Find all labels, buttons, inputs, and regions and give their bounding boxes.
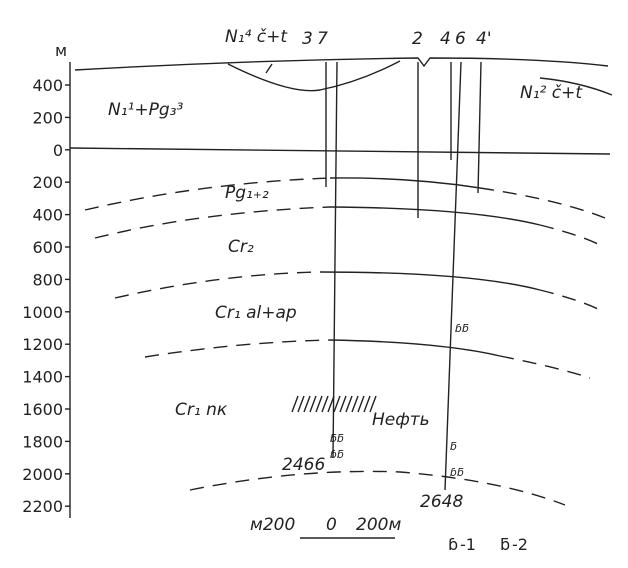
layer-label: N₁¹+Pg₃³ xyxy=(108,100,183,120)
hatch-line xyxy=(297,395,305,413)
legend-label: -1 xyxy=(460,535,476,554)
tick-label: 1600 xyxy=(22,400,63,419)
symbol: ɓƃ xyxy=(450,466,464,479)
horizon xyxy=(94,206,331,239)
hatch-line xyxy=(327,395,335,413)
symbol: ƃƃ xyxy=(330,432,344,445)
hatch-line xyxy=(291,395,299,413)
well-label: 2 xyxy=(412,29,423,49)
horizon xyxy=(84,177,331,211)
depth-label: 2466 xyxy=(282,455,325,475)
scale-label: м200 xyxy=(250,515,295,535)
zero-line xyxy=(69,147,611,155)
tick-label: 400 xyxy=(32,76,63,95)
hatch-line xyxy=(351,395,359,413)
layer-label: Pg₁₊₂ xyxy=(225,183,269,203)
tick-label: 1200 xyxy=(22,335,63,354)
well-label: 4' xyxy=(476,29,492,49)
layer-label: Cr₂ xyxy=(228,237,254,257)
horizon xyxy=(319,271,541,291)
symbol: ɓƃ xyxy=(455,322,469,335)
scale-label: 200м xyxy=(356,515,401,535)
axis-unit: м xyxy=(55,41,67,60)
tick-label: 200 xyxy=(32,108,63,127)
hatch-line xyxy=(315,395,323,413)
horizon xyxy=(144,339,331,358)
depth-label: 2648 xyxy=(420,492,463,512)
horizon xyxy=(539,224,601,246)
tick-label: 1800 xyxy=(22,432,63,451)
well-label: 4 xyxy=(440,29,451,49)
symbol: ɓƃ xyxy=(330,448,344,461)
horizon xyxy=(479,187,606,219)
lens xyxy=(227,60,401,92)
legend-label: -2 xyxy=(512,535,528,554)
hatch-line xyxy=(321,395,329,413)
surface xyxy=(74,57,609,71)
hatch-line xyxy=(309,395,317,413)
layer-label: Cr₁ al+ap xyxy=(215,303,297,323)
hatch-line xyxy=(369,395,377,413)
hatch-line xyxy=(333,395,341,413)
tick-label: 2200 xyxy=(22,497,63,516)
oil-hatch xyxy=(291,395,377,413)
tick-label: 2000 xyxy=(22,465,63,484)
tick-label: 200 xyxy=(32,173,63,192)
oil-label: Нефть xyxy=(372,410,430,430)
tick-label: 600 xyxy=(32,238,63,257)
wells xyxy=(325,61,482,491)
legend-symbol: ɓ xyxy=(448,535,458,554)
tick-label: 1400 xyxy=(22,368,63,387)
hatch-line xyxy=(345,395,353,413)
well-label: 7 xyxy=(317,29,328,49)
leader xyxy=(265,63,273,74)
legend-symbol: ƃ xyxy=(500,535,510,554)
horizon xyxy=(539,289,601,311)
well-label: 6 xyxy=(455,29,466,49)
hatch-line xyxy=(339,395,347,413)
layer-label: Cr₁ nк xyxy=(175,400,228,420)
layer-label: N₁² č+t xyxy=(520,83,583,103)
hatch-line xyxy=(363,395,371,413)
well-label: 3 xyxy=(302,29,313,49)
horizon xyxy=(329,177,481,189)
tick-label: 1000 xyxy=(22,303,63,322)
horizon xyxy=(329,206,541,226)
tick-label: 800 xyxy=(32,270,63,289)
layer-label: N₁⁴ č+t xyxy=(225,27,288,47)
horizon xyxy=(329,339,501,357)
tick-label: 400 xyxy=(32,206,63,225)
hatch-line xyxy=(357,395,365,413)
horizon xyxy=(189,470,566,506)
horizon xyxy=(499,355,591,379)
tick-label: 0 xyxy=(53,141,63,160)
horizon xyxy=(114,271,321,299)
symbol: ƃ xyxy=(450,440,457,453)
surface-dip xyxy=(539,77,613,96)
scale-label: 0 xyxy=(326,515,337,535)
hatch-line xyxy=(303,395,311,413)
